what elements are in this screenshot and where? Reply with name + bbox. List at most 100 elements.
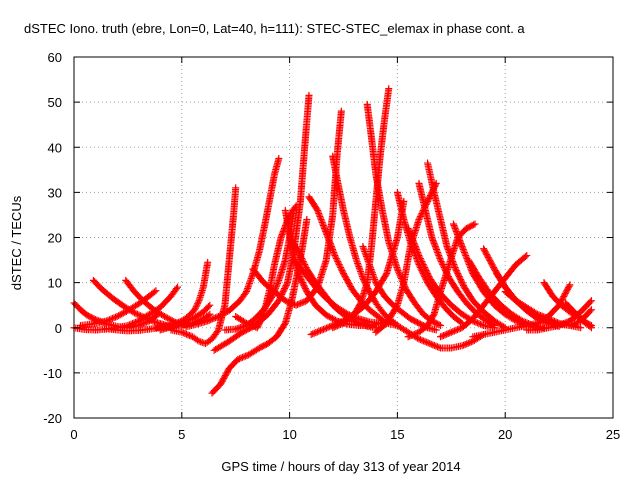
data-point [172,320,180,328]
data-point [143,314,151,322]
x-tick-label: 0 [70,427,77,442]
data-point [316,327,324,335]
data-point [328,314,336,322]
data-point [210,314,218,322]
data-point [454,270,462,278]
series-8 [152,258,212,332]
data-point [586,298,594,306]
data-point [442,268,450,276]
data-point [299,280,307,288]
data-point [194,298,202,306]
data-point [164,314,172,322]
data-point [473,319,481,327]
data-point [281,297,289,305]
data-point [274,280,282,288]
data-point [424,339,432,347]
data-point [443,270,451,278]
data-point [116,311,124,319]
data-point [255,321,263,329]
data-point [417,336,424,344]
data-point [335,321,343,329]
data-point [437,333,445,341]
data-point [191,304,199,312]
data-point [455,273,463,281]
data-point [238,353,246,361]
data-point [129,320,137,328]
data-point [211,314,219,322]
data-point [423,268,431,276]
x-tick-label: 10 [282,427,296,442]
y-tick-label: 10 [48,276,62,291]
data-point [241,289,249,297]
data-point [560,320,568,328]
data-point [138,312,146,320]
data-point [133,318,141,326]
data-point [242,352,250,360]
data-point [467,338,475,346]
data-point [301,285,309,293]
data-point [127,320,135,328]
data-point [291,203,299,211]
data-point [432,179,440,187]
data-point [204,258,212,266]
data-point [558,320,566,328]
data-point [112,313,120,321]
data-point [331,252,339,260]
data-point [144,315,152,323]
data-point [213,328,221,336]
data-point [416,253,424,261]
data-point [237,354,245,362]
data-point [140,313,148,321]
data-point [150,318,158,326]
data-point [310,329,318,337]
data-point [442,267,450,275]
data-point [458,279,466,287]
data-point [109,314,116,322]
data-point [214,312,222,320]
data-point [206,301,214,309]
data-point [191,306,199,314]
data-point [415,252,423,260]
data-point [297,253,305,261]
data-point [255,319,263,327]
data-point [253,324,261,332]
data-point [443,330,451,338]
data-point [544,315,552,323]
data-point [152,287,160,295]
data-point [234,355,242,363]
data-point [454,271,462,279]
series-38 [501,288,595,329]
data-point [299,258,307,266]
data-point [194,300,202,308]
data-point [425,273,433,281]
data-point [444,330,452,338]
data-point [286,299,294,307]
data-point [298,277,306,285]
data-point [523,252,531,260]
data-point [325,313,333,321]
data-point [457,276,465,284]
data-point [104,316,112,324]
data-point [132,310,140,318]
data-point [423,338,431,346]
data-point [289,300,297,308]
data-point [432,326,440,334]
data-point [292,301,300,309]
series-37 [469,281,574,341]
data-point [421,265,429,273]
data-point [272,283,280,291]
data-point [416,214,424,222]
series-18 [290,256,395,327]
data-point [534,310,542,318]
data-point [586,307,594,315]
data-point [540,313,548,321]
data-point [290,206,298,214]
data-point [312,329,320,337]
data-point [294,247,302,255]
data-point [336,262,344,270]
data-point [208,315,216,323]
data-point [437,256,445,264]
data-point [456,274,464,282]
series-30 [424,159,509,332]
data-point [254,322,262,330]
